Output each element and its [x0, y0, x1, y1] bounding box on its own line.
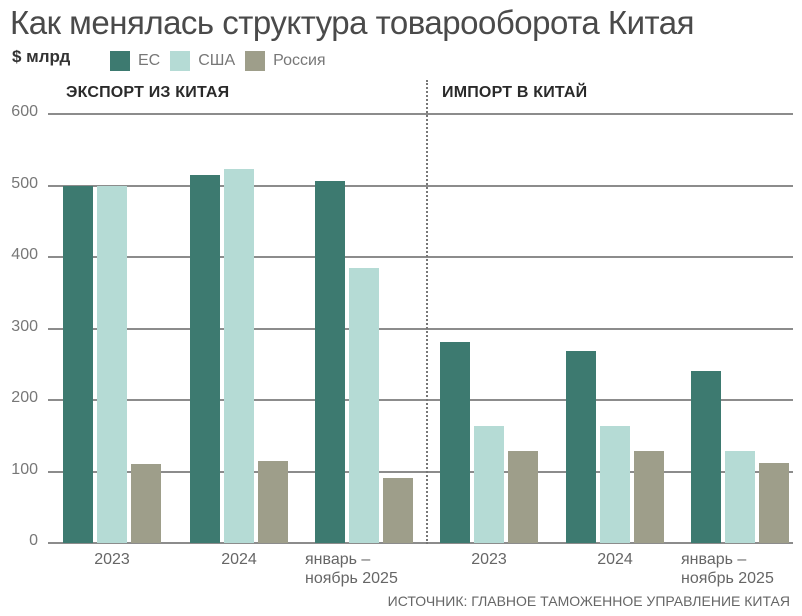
- y-tick-label: 100: [11, 460, 38, 478]
- section-label-export: ЭКСПОРТ ИЗ КИТАЯ: [66, 84, 230, 101]
- x-label-line1: январь –: [305, 551, 371, 568]
- legend-swatch-russia: [245, 51, 266, 71]
- x-label-line1: январь –: [681, 551, 747, 568]
- gridline: [48, 542, 793, 544]
- chart-title: Как менялась структура товарооборота Кит…: [10, 4, 694, 41]
- x-label-import-1: 2024: [550, 550, 680, 569]
- x-label-export-2: январь – ноябрь 2025: [305, 550, 435, 588]
- bar-export-2-2: [383, 477, 413, 543]
- y-tick-label: 400: [11, 246, 38, 264]
- x-label-line1: 2024: [597, 551, 633, 568]
- legend-item-russia: Россия: [245, 51, 326, 71]
- y-tick-label: 200: [11, 389, 38, 407]
- y-tick-label: 500: [11, 174, 38, 192]
- bar-import-2-1: [725, 450, 755, 543]
- bar-import-2-0: [691, 370, 721, 543]
- y-tick-label: 300: [11, 317, 38, 335]
- x-label-line1: 2024: [221, 551, 257, 568]
- bar-export-1-1: [224, 168, 254, 543]
- gridline: [48, 113, 793, 116]
- legend-swatch-eu: [110, 51, 130, 71]
- gridline: [48, 256, 793, 259]
- legend-label-eu: ЕС: [138, 52, 161, 69]
- x-label-line1: 2023: [471, 551, 507, 568]
- bar-import-0-1: [474, 425, 504, 543]
- legend-swatch-usa: [170, 51, 191, 71]
- bar-export-2-1: [349, 267, 379, 543]
- bar-import-1-2: [634, 450, 664, 543]
- bar-export-1-0: [190, 175, 220, 543]
- bar-export-2-0: [315, 180, 345, 543]
- section-label-import: ИМПОРТ В КИТАЙ: [442, 84, 588, 101]
- gridline: [48, 470, 793, 473]
- section-divider: [426, 80, 428, 544]
- bar-import-1-0: [566, 350, 596, 543]
- x-label-line2: ноябрь 2025: [305, 570, 398, 587]
- unit-label: $ млрд: [12, 47, 71, 66]
- bar-export-1-2: [258, 460, 288, 543]
- legend: ЕС США Россия: [110, 51, 336, 71]
- bar-export-0-2: [131, 463, 161, 543]
- x-label-export-1: 2024: [174, 550, 304, 569]
- bar-import-0-2: [508, 450, 538, 543]
- bar-import-2-2: [759, 462, 789, 543]
- source-note: ИСТОЧНИК: ГЛАВНОЕ ТАМОЖЕННОЕ УПРАВЛЕНИЕ …: [387, 593, 790, 609]
- x-label-line1: 2023: [94, 551, 130, 568]
- gridline: [48, 184, 793, 187]
- y-tick-label: 0: [29, 532, 38, 549]
- gridline: [48, 327, 793, 330]
- x-label-import-0: 2023: [424, 550, 554, 569]
- x-label-export-0: 2023: [47, 550, 177, 569]
- legend-label-russia: Россия: [273, 52, 326, 69]
- bar-import-1-1: [600, 425, 630, 543]
- bar-export-0-1: [97, 185, 127, 543]
- y-tick-label: 600: [11, 103, 38, 121]
- legend-item-usa: США: [170, 51, 235, 71]
- gridline: [48, 399, 793, 402]
- legend-label-usa: США: [198, 52, 236, 69]
- x-label-line2: ноябрь 2025: [681, 570, 774, 587]
- bar-import-0-0: [440, 342, 470, 543]
- x-label-import-2: январь – ноябрь 2025: [681, 550, 802, 588]
- bar-export-0-0: [63, 185, 93, 543]
- legend-item-eu: ЕС: [110, 51, 160, 71]
